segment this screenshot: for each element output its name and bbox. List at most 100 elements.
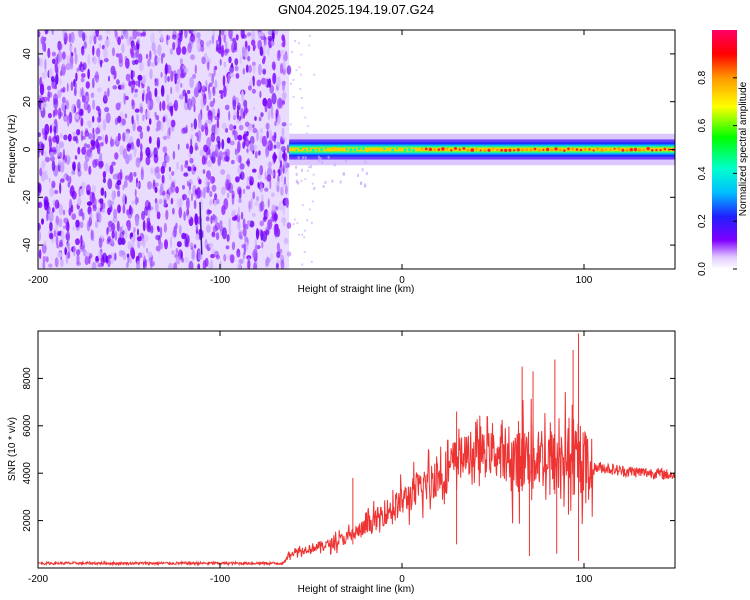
noise-speck (62, 209, 66, 216)
band-peak (324, 147, 327, 150)
band-peak (525, 148, 529, 152)
noise-speck (280, 136, 283, 144)
noise-speck (223, 49, 229, 56)
noise-speck (258, 31, 261, 40)
noise-speck (41, 218, 44, 225)
noise-speck (45, 212, 49, 222)
band-peak (391, 148, 395, 152)
noise-speck (252, 64, 256, 75)
noise-speck (81, 181, 86, 190)
band-peak (496, 148, 499, 152)
noise-speck (286, 65, 292, 75)
noise-speck (267, 30, 273, 36)
noise-speck (219, 58, 222, 66)
noise-speck (242, 188, 246, 195)
band-peak (613, 147, 616, 150)
noise-speck (45, 174, 49, 180)
noise-speck (114, 152, 119, 160)
noise-speck (160, 120, 165, 132)
band-peak (299, 147, 302, 150)
noise-speck (251, 39, 256, 47)
band-peak (667, 148, 671, 151)
noise-speck (48, 68, 53, 79)
noise-speck (209, 199, 212, 206)
noise-speck (166, 118, 172, 128)
noise-speck (240, 171, 245, 180)
noise-speck (194, 142, 198, 152)
noise-speck (100, 59, 103, 68)
noise-speck (117, 237, 123, 246)
noise-speck (206, 137, 212, 148)
noise-speck (122, 251, 127, 261)
noise-speck (154, 78, 157, 87)
noise-speck (59, 132, 63, 139)
noise-speck (276, 114, 281, 125)
noise-speck (85, 81, 91, 89)
noise-speck (86, 201, 93, 206)
noise-speck (87, 68, 90, 80)
noise-speck (171, 178, 177, 186)
noise-speck (61, 102, 65, 112)
noise-speck (282, 91, 287, 101)
y-tick-label: 0 (22, 146, 33, 152)
noise-speck (261, 135, 267, 147)
noise-speck (168, 102, 173, 107)
band-peak (542, 148, 545, 151)
noise-speck (214, 222, 220, 231)
noise-speck (258, 202, 263, 213)
noise-speck (223, 61, 227, 68)
noise-speck (38, 95, 43, 100)
noise-speck (247, 32, 252, 37)
noise-speck (94, 220, 99, 229)
band-peak (609, 148, 612, 151)
noise-speck (42, 260, 46, 269)
band-speck (343, 172, 345, 176)
y-tick-label: 40 (22, 48, 33, 60)
noise-speck (93, 74, 99, 80)
noise-speck (223, 198, 229, 210)
noise-speck (57, 89, 62, 99)
noise-speck (78, 103, 81, 113)
noise-speck (97, 262, 103, 268)
noise-speck (105, 112, 111, 124)
noise-speck (216, 43, 219, 52)
noise-speck (185, 241, 190, 248)
noise-speck (101, 202, 106, 210)
noise-speck (148, 118, 152, 125)
noise-speck (70, 81, 74, 92)
noise-speck (98, 198, 103, 204)
noise-speck (183, 211, 186, 221)
noise-speck (175, 255, 181, 265)
noise-streak (199, 202, 203, 255)
band-peak (575, 148, 579, 151)
noise-speck (212, 86, 216, 97)
noise-speck (75, 219, 80, 228)
noise-speck (257, 182, 260, 188)
noise-speck (135, 80, 139, 87)
noise-speck (62, 159, 66, 166)
noise-speck (57, 50, 63, 63)
noise-speck (110, 238, 114, 245)
noise-speck (249, 180, 254, 186)
noise-speck (51, 146, 57, 153)
noise-speck (210, 215, 213, 224)
noise-speck (286, 144, 290, 154)
noise-speck (271, 61, 276, 71)
y-tick-label: 4000 (22, 462, 33, 485)
noise-speck (73, 106, 77, 113)
noise-speck (271, 92, 277, 105)
noise-speck (116, 180, 122, 186)
noise-speck (140, 32, 143, 37)
noise-speck (190, 33, 195, 43)
noise-speck (47, 85, 52, 91)
noise-speck (182, 127, 188, 134)
noise-speck (214, 79, 218, 89)
noise-speck (136, 228, 140, 236)
noise-speck (303, 229, 306, 232)
band-speck (304, 156, 307, 160)
noise-speck (283, 176, 287, 185)
noise-speck (91, 77, 95, 89)
noise-speck (86, 190, 91, 196)
noise-speck (97, 251, 102, 260)
noise-speck (238, 231, 242, 239)
